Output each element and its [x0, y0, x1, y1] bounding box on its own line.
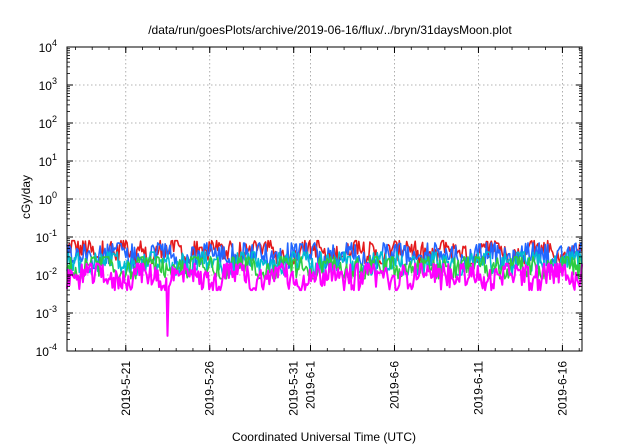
grid-lines: [67, 47, 582, 351]
x-tick-label: 2019-5-31: [287, 361, 301, 416]
x-tick-label: 2019-5-26: [203, 361, 217, 416]
y-tick-label: 10-4: [36, 342, 57, 359]
series-line: [66, 256, 583, 280]
y-axis-label: cGy/day: [19, 175, 33, 219]
y-tick-label: 102: [39, 114, 57, 131]
x-axis-label: Coordinated Universal Time (UTC): [232, 430, 416, 444]
x-tick-label: 2019-6-6: [387, 361, 401, 409]
x-tick-label: 2019-6-11: [471, 361, 485, 415]
chart-title: /data/run/goesPlots/archive/2019-06-16/f…: [148, 23, 512, 37]
y-tick-label: 10-2: [36, 266, 57, 283]
y-tick-label: 10-1: [36, 228, 57, 245]
tick-labels: 10-4 10-3 10-2 10-1 100 101 102 103 104 2019-5-21…: [36, 38, 570, 416]
y-tick-label: 104: [39, 38, 57, 55]
data-series: [66, 239, 583, 337]
y-tick-label: 100: [39, 190, 57, 207]
x-tick-label: 2019-5-21: [119, 361, 133, 416]
plot-frame: [66, 46, 583, 352]
y-tick-label: 10-3: [36, 304, 57, 321]
y-tick-label: 101: [39, 152, 57, 169]
x-tick-label: 2019-6-16: [555, 361, 569, 416]
y-tick-label: 103: [39, 76, 57, 93]
series-line: [66, 262, 583, 337]
x-tick-label: 2019-6-1: [304, 361, 318, 409]
